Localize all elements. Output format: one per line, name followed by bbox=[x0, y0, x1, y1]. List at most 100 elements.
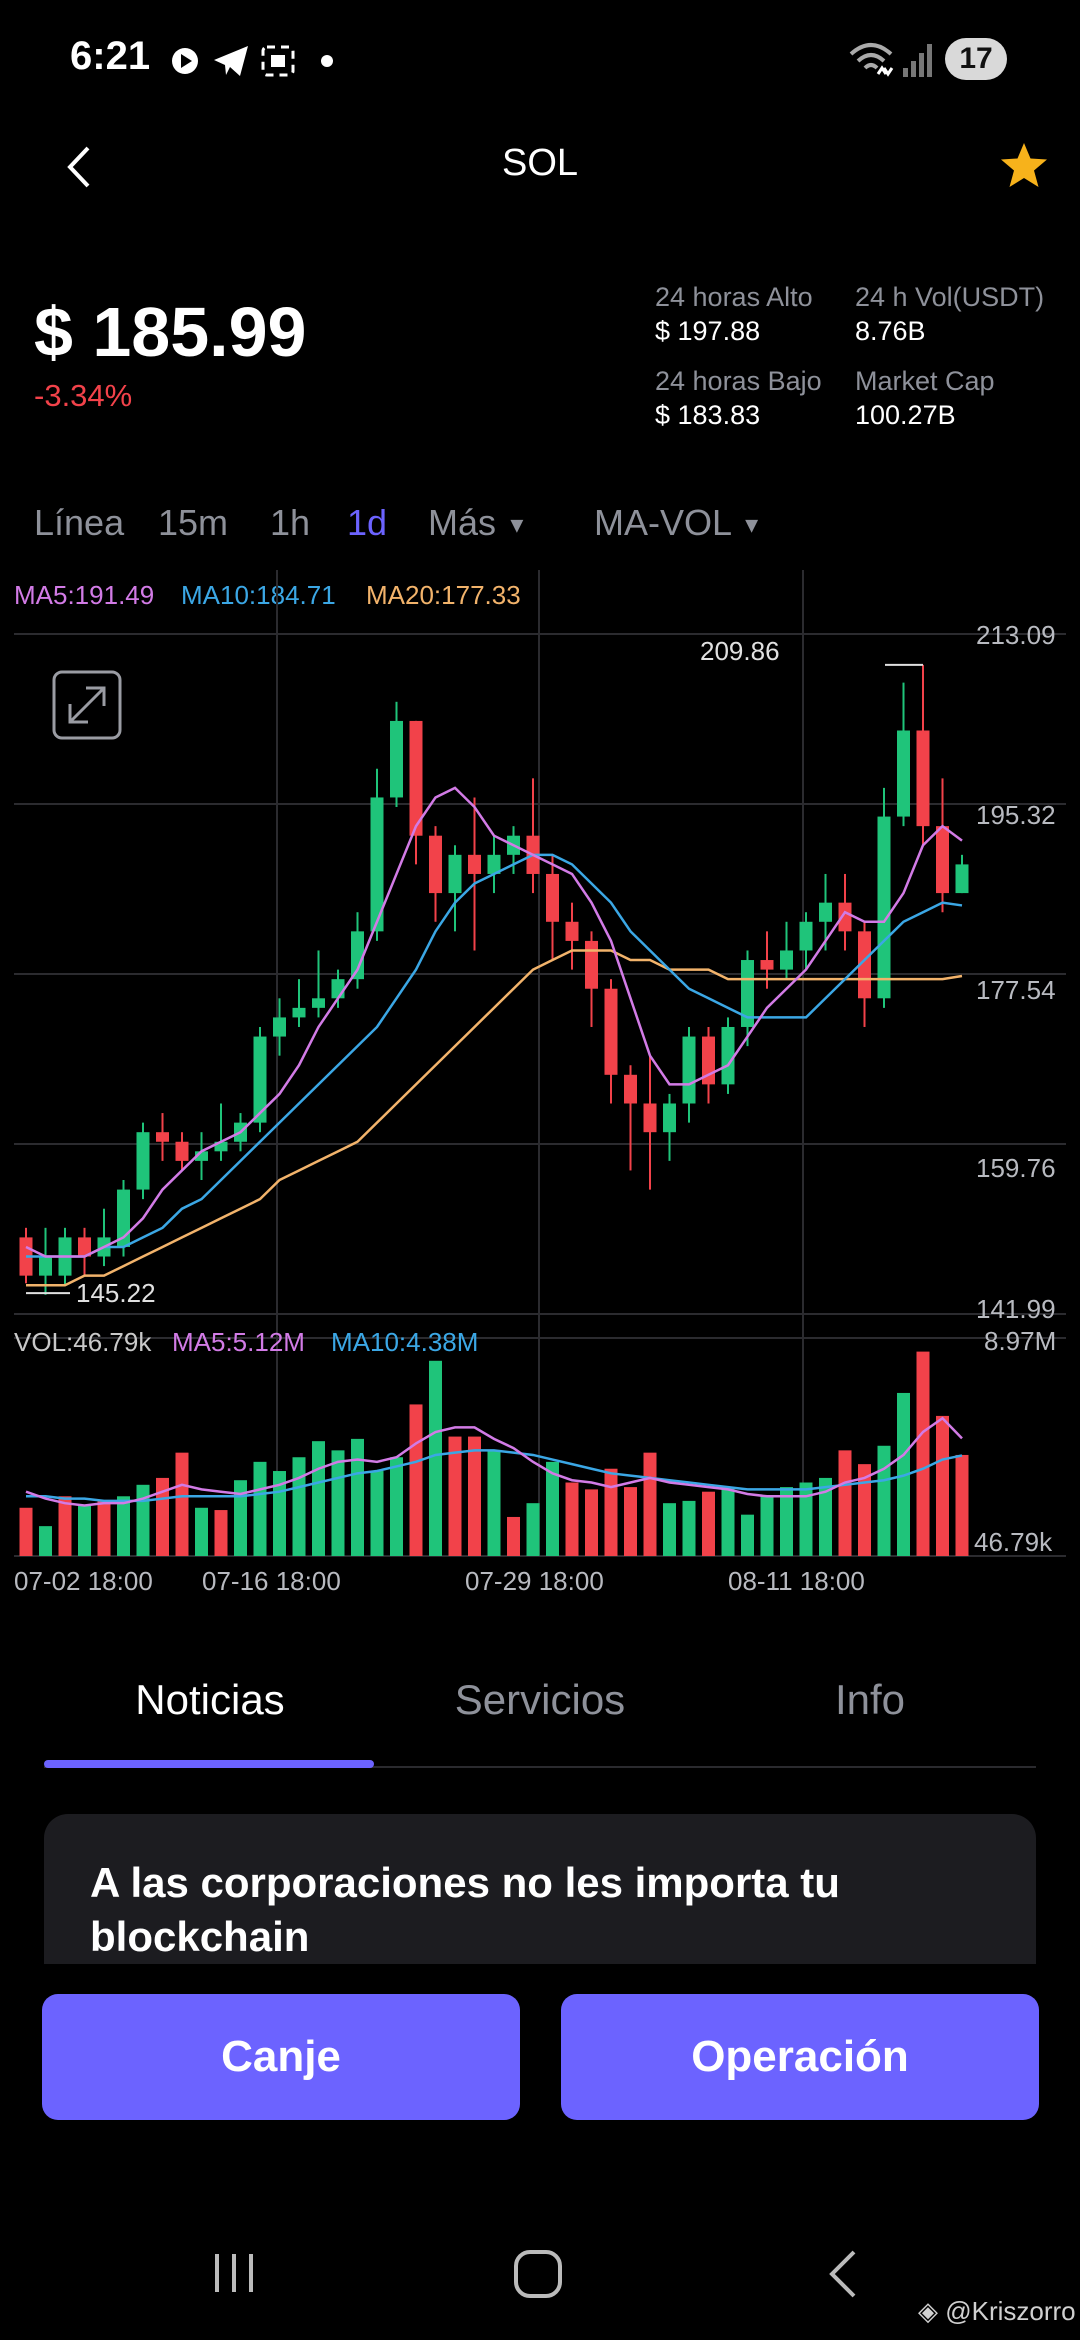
volume-bar bbox=[253, 1461, 267, 1556]
candle-body bbox=[916, 730, 930, 827]
high-value: $ 197.88 bbox=[655, 316, 761, 346]
tabs-divider bbox=[44, 1766, 1036, 1768]
news-title[interactable]: A las corporaciones no les importa tu bl… bbox=[90, 1859, 840, 1960]
candle-body bbox=[136, 1132, 150, 1190]
volume-bar bbox=[955, 1454, 969, 1556]
candle-body bbox=[585, 940, 598, 989]
volume-bar bbox=[195, 1507, 208, 1556]
x-tick-3: 07-29 18:00 bbox=[465, 1566, 604, 1596]
volume-bar bbox=[604, 1468, 618, 1556]
candle-body bbox=[390, 720, 403, 798]
candle-body bbox=[253, 1036, 267, 1123]
candle-body bbox=[448, 854, 462, 894]
volume-value: 8.76B bbox=[855, 316, 926, 346]
vol-ma5-line bbox=[25, 1416, 963, 1507]
timeframe-1d[interactable]: 1d bbox=[347, 502, 388, 543]
volume-bar bbox=[312, 1441, 325, 1556]
volume-bar bbox=[39, 1526, 52, 1556]
volume-bar bbox=[175, 1452, 189, 1556]
screenshot-icon bbox=[261, 45, 295, 77]
candle-body bbox=[214, 1141, 228, 1152]
candle-body bbox=[175, 1141, 189, 1161]
candle-body bbox=[156, 1132, 169, 1142]
timeframe-15m[interactable]: 15m bbox=[158, 502, 229, 543]
page-title: SOL bbox=[501, 142, 579, 184]
low-value: $ 183.83 bbox=[655, 400, 761, 430]
candle-body bbox=[819, 902, 832, 922]
youtube-play-icon bbox=[172, 48, 198, 74]
candle-body bbox=[936, 826, 949, 894]
candle-body bbox=[877, 816, 891, 999]
volume-bar bbox=[643, 1452, 657, 1556]
high-label: 24 horas Alto bbox=[655, 282, 813, 312]
home-icon[interactable] bbox=[512, 2248, 564, 2300]
candle-body bbox=[838, 902, 852, 932]
candle-body bbox=[39, 1256, 52, 1276]
swap-button[interactable]: Canje bbox=[42, 1994, 520, 2120]
volume-bar bbox=[799, 1482, 813, 1556]
candle-body bbox=[312, 998, 325, 1008]
price-chart[interactable] bbox=[0, 570, 1080, 1570]
candle-body bbox=[741, 960, 754, 1027]
timeframe-1h[interactable]: 1h bbox=[270, 502, 311, 543]
volume-bar bbox=[702, 1491, 715, 1556]
volume-bar bbox=[292, 1457, 306, 1556]
timeframe-more-label: Más bbox=[428, 502, 497, 543]
candle-body bbox=[760, 960, 774, 970]
candle-body bbox=[292, 1007, 306, 1018]
volume-bar bbox=[819, 1477, 832, 1556]
candle-body bbox=[643, 1103, 657, 1133]
vol-ma10-legend: MA10:4.38M bbox=[331, 1327, 479, 1357]
watermark-text: @Kriszorro bbox=[945, 2296, 1076, 2326]
volume-bar bbox=[97, 1500, 111, 1556]
volume-bar bbox=[936, 1415, 949, 1556]
nav-back-icon[interactable] bbox=[824, 2248, 864, 2300]
candle-body bbox=[780, 950, 793, 970]
timeframe-line[interactable]: Línea bbox=[34, 502, 125, 543]
status-bar: 6:21 17 bbox=[0, 0, 1080, 120]
candle-body bbox=[624, 1074, 637, 1104]
tab-news[interactable]: Noticias bbox=[135, 1676, 285, 1723]
volume-bar bbox=[429, 1360, 442, 1556]
x-tick-4: 08-11 18:00 bbox=[728, 1566, 865, 1596]
news-card[interactable] bbox=[44, 1814, 1036, 1964]
y-tick-4: 159.76 bbox=[976, 1153, 1056, 1183]
trade-button[interactable]: Operación bbox=[561, 1994, 1039, 2120]
indicator-select[interactable]: MA-VOL ▼ bbox=[594, 502, 762, 544]
caret-down-icon: ▼ bbox=[506, 512, 528, 538]
timeframe-more[interactable]: Más ▼ bbox=[428, 502, 528, 544]
logo-icon: ◈ bbox=[918, 2296, 938, 2326]
y-tick-3: 177.54 bbox=[976, 975, 1056, 1005]
volume-bar bbox=[331, 1450, 345, 1556]
candle-body bbox=[409, 720, 423, 836]
candle-body bbox=[468, 854, 481, 874]
vol-y-tick-2: 46.79k bbox=[974, 1527, 1053, 1557]
candle-body bbox=[487, 854, 501, 874]
volume-bar bbox=[136, 1484, 150, 1556]
volume-bar bbox=[585, 1489, 598, 1556]
recents-icon[interactable] bbox=[210, 2250, 260, 2296]
candle-body bbox=[78, 1237, 91, 1257]
candle-body bbox=[565, 921, 579, 941]
vol-ma10-line bbox=[26, 1449, 963, 1503]
tab-info[interactable]: Info bbox=[834, 1676, 906, 1723]
expand-icon[interactable] bbox=[52, 670, 122, 740]
candle-body bbox=[351, 931, 364, 980]
candle-body bbox=[897, 730, 910, 817]
back-arrow-icon[interactable] bbox=[60, 142, 100, 192]
volume-bar bbox=[507, 1516, 520, 1556]
star-icon[interactable] bbox=[998, 140, 1050, 192]
market-cap-label: Market Cap bbox=[855, 366, 995, 396]
volume-bar bbox=[858, 1464, 871, 1556]
candle-body bbox=[799, 921, 813, 951]
low-label: 24 horas Bajo bbox=[655, 366, 822, 396]
tab-services[interactable]: Servicios bbox=[454, 1676, 626, 1723]
vol-ma5-legend: MA5:5.12M bbox=[172, 1327, 305, 1357]
ma20-line bbox=[26, 949, 963, 1287]
volume-bar bbox=[214, 1510, 228, 1556]
y-tick-2: 195.32 bbox=[976, 800, 1056, 830]
wifi-icon bbox=[849, 43, 894, 77]
system-nav-bar bbox=[0, 2200, 1080, 2340]
volume-bar bbox=[624, 1487, 637, 1556]
ma10-line bbox=[26, 853, 963, 1258]
